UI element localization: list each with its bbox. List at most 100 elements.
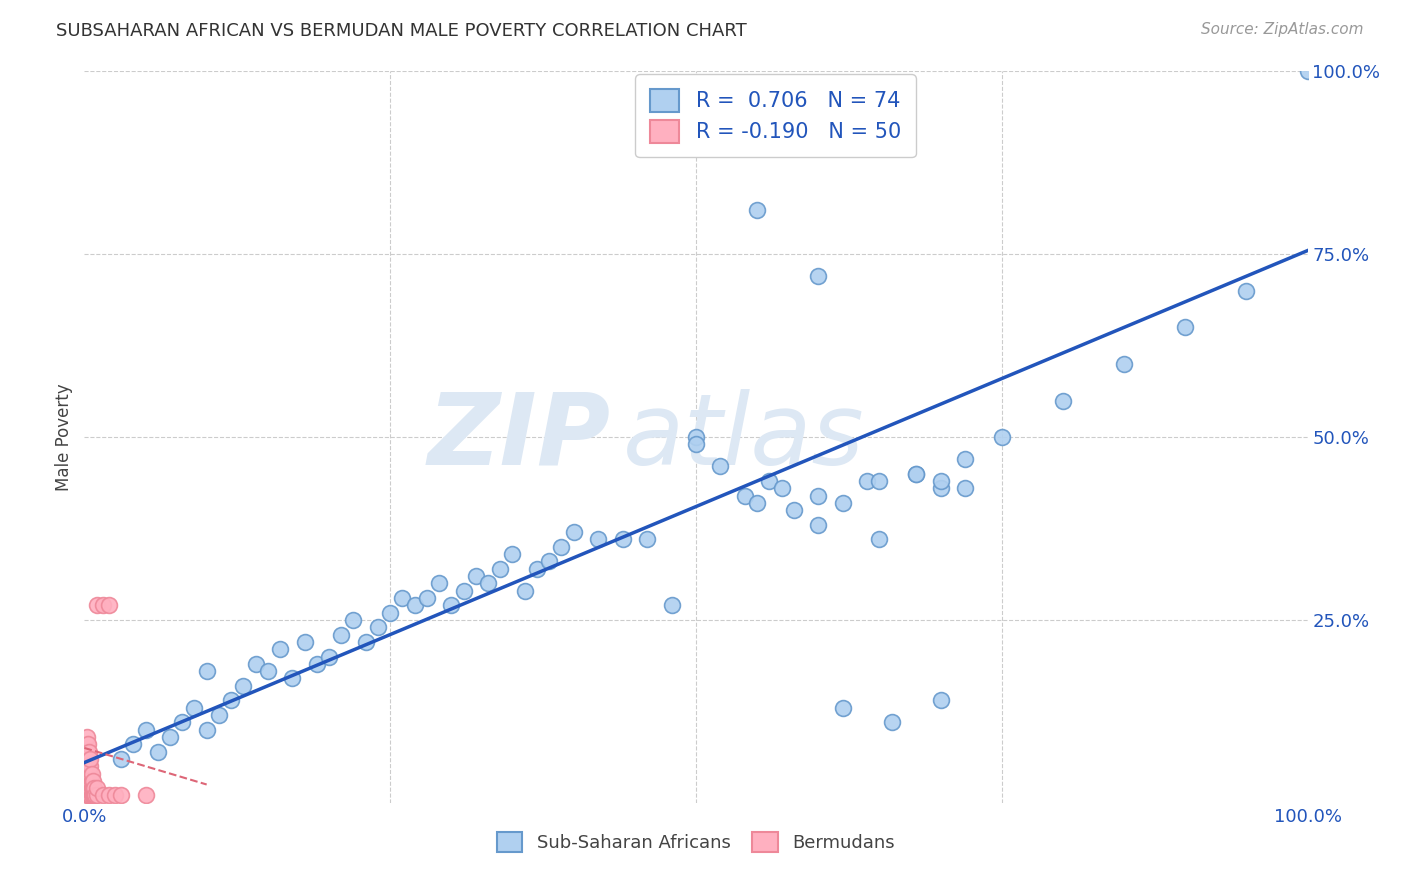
- Point: [79, 752, 101, 766]
- Point: [159, 730, 181, 744]
- Point: [82, 781, 104, 796]
- Point: [77, 737, 100, 751]
- Point: [80, 773, 103, 788]
- Point: [219, 693, 242, 707]
- Point: [79, 766, 101, 780]
- Point: [477, 576, 499, 591]
- Point: [245, 657, 267, 671]
- Point: [294, 635, 316, 649]
- Point: [83, 789, 105, 803]
- Point: [550, 540, 572, 554]
- Point: [84, 789, 107, 803]
- Point: [76, 759, 98, 773]
- Point: [97, 789, 120, 803]
- Point: [195, 664, 218, 678]
- Point: [869, 533, 891, 547]
- Point: [77, 773, 100, 788]
- Point: [905, 467, 928, 481]
- Point: [91, 789, 114, 803]
- Point: [82, 773, 104, 788]
- Point: [342, 613, 364, 627]
- Point: [747, 496, 769, 510]
- Point: [135, 789, 157, 803]
- Point: [146, 745, 169, 759]
- Point: [404, 599, 426, 613]
- Point: [453, 583, 475, 598]
- Text: SUBSAHARAN AFRICAN VS BERMUDAN MALE POVERTY CORRELATION CHART: SUBSAHARAN AFRICAN VS BERMUDAN MALE POVE…: [56, 22, 747, 40]
- Point: [1296, 64, 1319, 78]
- Point: [1052, 393, 1074, 408]
- Point: [502, 547, 524, 561]
- Point: [110, 789, 132, 803]
- Point: [135, 723, 157, 737]
- Point: [661, 599, 683, 613]
- Point: [953, 481, 976, 495]
- Point: [76, 737, 98, 751]
- Point: [91, 599, 114, 613]
- Point: [79, 789, 101, 803]
- Point: [354, 635, 377, 649]
- Point: [747, 203, 769, 218]
- Point: [110, 752, 132, 766]
- Point: [76, 781, 98, 796]
- Point: [77, 789, 100, 803]
- Point: [709, 459, 731, 474]
- Text: ZIP: ZIP: [427, 389, 610, 485]
- Point: [77, 745, 100, 759]
- Point: [929, 474, 952, 488]
- Point: [783, 503, 806, 517]
- Point: [77, 745, 100, 759]
- Point: [97, 599, 120, 613]
- Point: [330, 627, 353, 641]
- Point: [526, 562, 548, 576]
- Point: [195, 723, 218, 737]
- Point: [538, 554, 561, 568]
- Point: [86, 781, 108, 796]
- Point: [86, 599, 108, 613]
- Point: [281, 672, 304, 686]
- Point: [77, 781, 100, 796]
- Point: [416, 591, 439, 605]
- Point: [77, 766, 100, 780]
- Point: [734, 489, 756, 503]
- Point: [636, 533, 658, 547]
- Point: [76, 789, 98, 803]
- Point: [929, 481, 952, 495]
- Point: [489, 562, 512, 576]
- Point: [427, 576, 450, 591]
- Point: [929, 693, 952, 707]
- Point: [77, 789, 100, 803]
- Point: [991, 430, 1014, 444]
- Point: [79, 781, 101, 796]
- Point: [77, 759, 100, 773]
- Point: [257, 664, 280, 678]
- Point: [82, 789, 104, 803]
- Point: [880, 715, 903, 730]
- Point: [79, 759, 101, 773]
- Point: [122, 737, 145, 751]
- Point: [80, 789, 103, 803]
- Point: [76, 730, 98, 744]
- Point: [318, 649, 340, 664]
- Point: [172, 715, 194, 730]
- Point: [104, 789, 127, 803]
- Point: [76, 773, 98, 788]
- Point: [77, 752, 100, 766]
- Y-axis label: Male Poverty: Male Poverty: [55, 384, 73, 491]
- Point: [305, 657, 328, 671]
- Point: [758, 474, 780, 488]
- Point: [77, 781, 100, 796]
- Point: [79, 773, 101, 788]
- Point: [80, 781, 103, 796]
- Point: [831, 700, 853, 714]
- Point: [685, 430, 707, 444]
- Point: [1114, 357, 1136, 371]
- Legend: Sub-Saharan Africans, Bermudans: Sub-Saharan Africans, Bermudans: [489, 825, 903, 860]
- Point: [869, 474, 891, 488]
- Point: [77, 752, 100, 766]
- Point: [367, 620, 389, 634]
- Point: [1174, 320, 1197, 334]
- Point: [208, 708, 231, 723]
- Point: [440, 599, 463, 613]
- Point: [76, 766, 98, 780]
